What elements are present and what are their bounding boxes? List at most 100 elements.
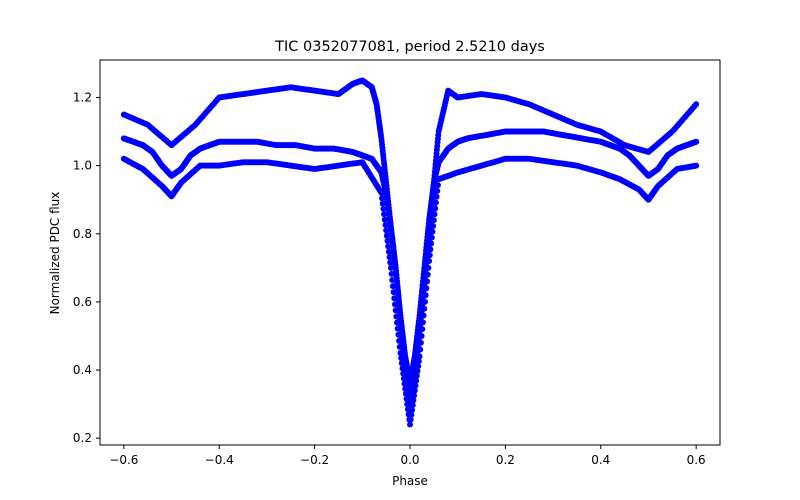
data-point-interp xyxy=(400,375,407,382)
x-tick-label: 0.4 xyxy=(591,453,610,467)
x-tick-label: −0.4 xyxy=(205,453,234,467)
data-point-interp xyxy=(385,248,392,255)
data-point-interp xyxy=(415,358,422,365)
data-point-interp xyxy=(401,380,408,387)
data-point-interp xyxy=(428,234,435,241)
data-point-interp xyxy=(384,238,391,245)
data-point-interp xyxy=(380,205,387,212)
y-tick-label: 0.6 xyxy=(73,295,92,309)
y-axis-label: Normalized PDC flux xyxy=(48,192,62,315)
data-point-interp xyxy=(389,277,396,283)
data-point-interp xyxy=(430,222,437,229)
data-point-interp xyxy=(430,217,437,224)
data-point-interp xyxy=(417,339,424,346)
data-point-interp xyxy=(418,332,425,339)
data-point-interp xyxy=(408,411,415,418)
data-point-interp xyxy=(394,325,401,332)
data-point-interp xyxy=(409,406,416,413)
data-point-interp xyxy=(411,392,418,399)
data-point-interp xyxy=(402,390,409,397)
x-tick-label: 0.2 xyxy=(496,453,515,467)
data-point-interp xyxy=(424,278,431,285)
data-point xyxy=(387,264,394,271)
x-tick-label: 0.0 xyxy=(400,453,419,467)
data-point-interp xyxy=(403,396,410,402)
data-point-interp xyxy=(427,246,434,253)
data-point-interp xyxy=(417,346,424,353)
data-point-interp xyxy=(395,331,402,338)
data-point-interp xyxy=(398,360,405,367)
data-point-interp xyxy=(423,285,430,292)
data-point-interp xyxy=(428,240,435,247)
data-point-interp xyxy=(381,211,388,218)
data-point-interp xyxy=(399,365,406,372)
data-point xyxy=(693,138,700,145)
data-point-interp xyxy=(396,337,403,344)
data-point-interp xyxy=(396,343,403,350)
data-point-interp xyxy=(398,355,405,362)
chart-title: TIC 0352077081, period 2.5210 days xyxy=(274,39,545,55)
data-point-interp xyxy=(432,205,439,212)
data-point-interp xyxy=(379,195,386,202)
data-points xyxy=(120,77,700,428)
data-point-interp xyxy=(412,382,419,389)
x-axis-label: Phase xyxy=(392,474,428,488)
data-point-interp xyxy=(413,377,420,384)
data-point-interp xyxy=(421,305,428,312)
data-point-interp xyxy=(382,222,389,228)
data-point-interp xyxy=(387,259,394,266)
data-point-interp xyxy=(390,289,397,296)
data-point-interp xyxy=(407,416,414,423)
y-tick-label: 0.8 xyxy=(73,227,92,241)
x-axis: −0.6 −0.4 −0.2 0.0 0.2 0.4 0.6 xyxy=(109,445,706,467)
data-point-interp xyxy=(386,254,393,261)
data-point-interp xyxy=(426,252,433,259)
data-point-interp xyxy=(389,283,396,290)
data-point-interp xyxy=(432,199,439,206)
data-point-interp xyxy=(394,319,401,326)
data-point-interp xyxy=(415,363,422,370)
data-point xyxy=(426,258,433,265)
data-point xyxy=(378,189,385,196)
y-axis: 0.2 0.4 0.6 0.8 1.0 1.2 xyxy=(73,90,100,445)
data-point-interp xyxy=(422,292,429,299)
data-point-interp xyxy=(431,211,438,218)
data-point-interp xyxy=(434,182,441,189)
data-point-interp xyxy=(391,295,398,302)
data-point-interp xyxy=(420,312,427,319)
data-point-interp xyxy=(424,271,431,278)
x-tick-label: −0.6 xyxy=(109,453,138,467)
data-point-interp xyxy=(414,368,421,375)
data-point-interp xyxy=(434,187,441,194)
data-point-interp xyxy=(419,319,426,326)
data-point-interp xyxy=(381,216,388,223)
data-point xyxy=(693,162,700,169)
data-point-interp xyxy=(392,301,399,308)
data-point xyxy=(407,421,413,428)
data-point-interp xyxy=(388,270,395,277)
data-point-interp xyxy=(410,397,417,404)
data-point-interp xyxy=(425,264,432,271)
y-tick-label: 0.2 xyxy=(73,431,92,445)
y-tick-label: 1.2 xyxy=(73,90,92,104)
data-point-interp xyxy=(413,372,420,379)
x-tick-label: −0.2 xyxy=(300,453,329,467)
data-point-interp xyxy=(385,243,392,250)
data-point-interp xyxy=(383,232,390,239)
data-point-interp xyxy=(419,326,426,333)
data-point-interp xyxy=(392,307,399,314)
data-point-interp xyxy=(411,387,418,394)
data-point-interp xyxy=(400,370,407,377)
data-point-interp xyxy=(433,193,440,200)
data-point-interp xyxy=(429,228,436,235)
data-point-interp xyxy=(409,402,416,409)
y-tick-label: 1.0 xyxy=(73,159,92,173)
data-point xyxy=(416,353,423,360)
x-tick-label: 0.6 xyxy=(687,453,706,467)
data-point-interp xyxy=(379,200,386,207)
data-point-interp xyxy=(383,227,390,234)
y-tick-label: 0.4 xyxy=(73,363,92,377)
data-point xyxy=(397,350,404,357)
data-point-interp xyxy=(402,385,409,392)
